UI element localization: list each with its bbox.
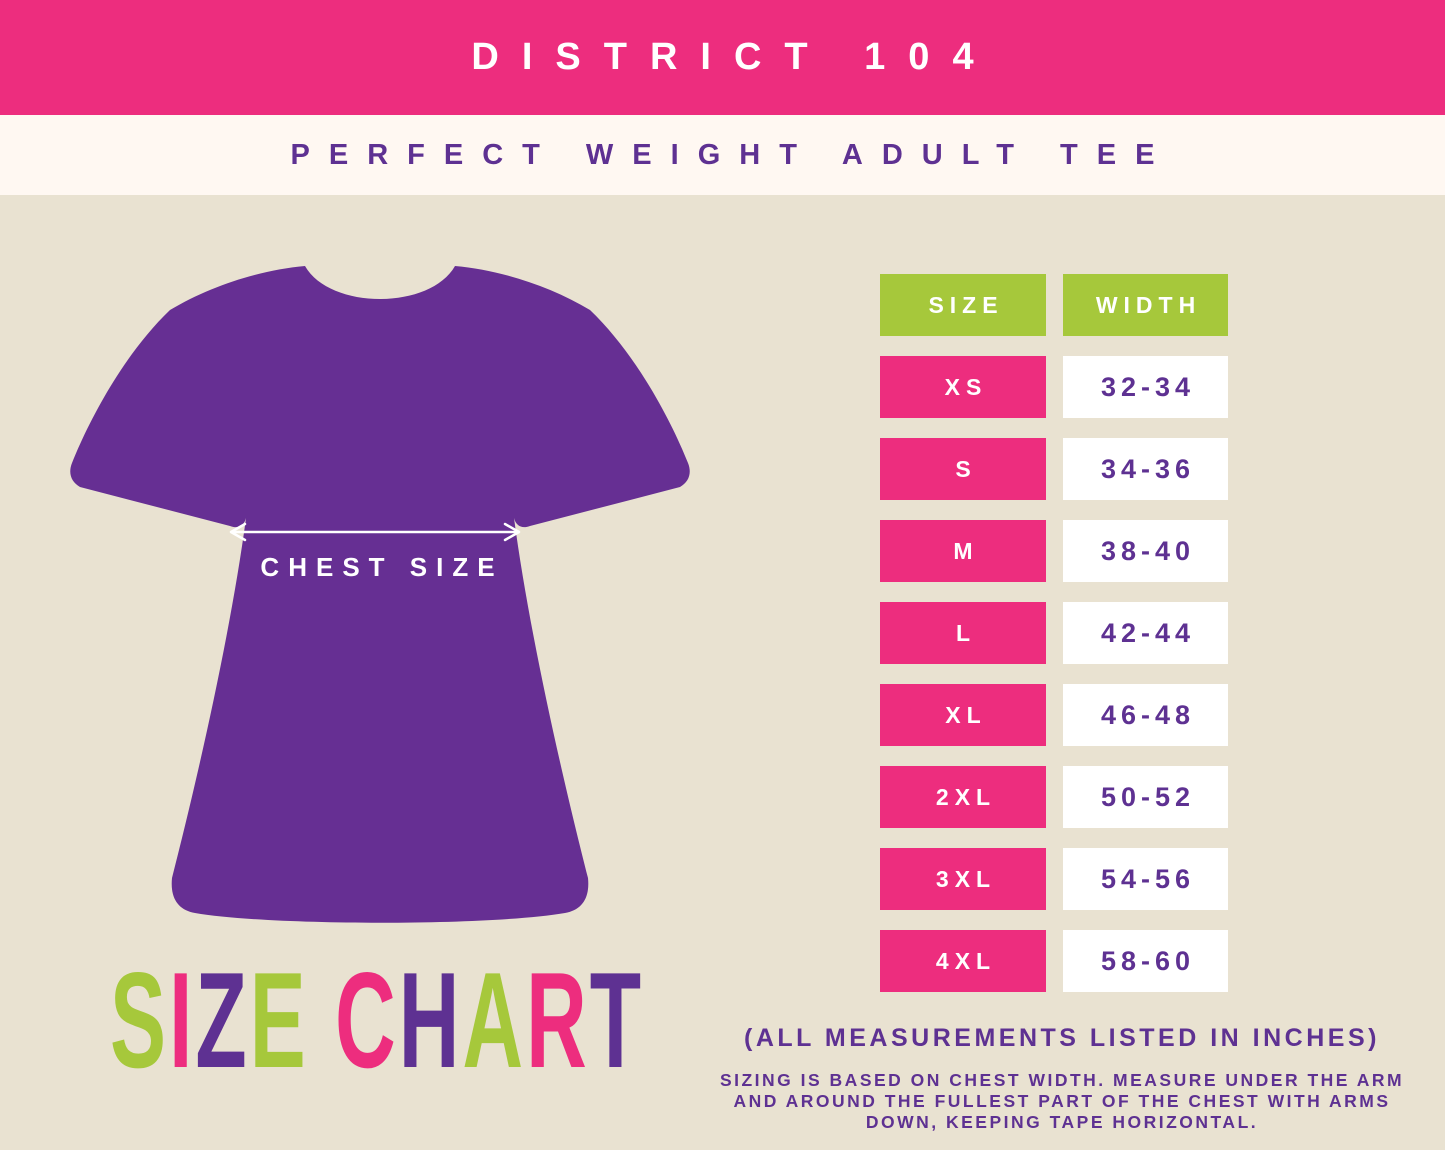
- title-letter: S: [110, 943, 170, 1097]
- table-row: 3XL 54-56: [880, 848, 1228, 910]
- title-letter: C: [335, 943, 399, 1097]
- subtitle-strip: PERFECT WEIGHT ADULT TEE: [0, 115, 1445, 195]
- size-cell: XS: [880, 356, 1046, 418]
- width-cell: 58-60: [1063, 930, 1228, 992]
- size-cell: S: [880, 438, 1046, 500]
- units-note: (ALL MEASUREMENTS LISTED IN INCHES): [744, 1024, 1380, 1052]
- size-cell: M: [880, 520, 1046, 582]
- table-row: 2XL 50-52: [880, 766, 1228, 828]
- table-row: S 34-36: [880, 438, 1228, 500]
- product-subtitle: PERFECT WEIGHT ADULT TEE: [290, 138, 1174, 171]
- size-cell: 4XL: [880, 930, 1046, 992]
- chest-size-label: CHEST SIZE: [260, 552, 503, 582]
- table-row: L 42-44: [880, 602, 1228, 664]
- sizing-instructions: SIZING IS BASED ON CHEST WIDTH. MEASURE …: [719, 1070, 1405, 1132]
- width-cell: 50-52: [1063, 766, 1228, 828]
- table-header-row: SIZE WIDTH: [880, 274, 1228, 336]
- size-cell: XL: [880, 684, 1046, 746]
- title-letter: E: [249, 943, 309, 1097]
- table-header-width: WIDTH: [1063, 274, 1228, 336]
- width-cell: 32-34: [1063, 356, 1228, 418]
- title-letter: H: [398, 943, 463, 1097]
- table-row: XL 46-48: [880, 684, 1228, 746]
- width-cell: 54-56: [1063, 848, 1228, 910]
- title-letter: T: [589, 943, 645, 1097]
- title-letter: R: [526, 943, 590, 1097]
- chest-arrow-icon: [229, 522, 521, 542]
- width-cell: 46-48: [1063, 684, 1228, 746]
- size-cell: 2XL: [880, 766, 1046, 828]
- size-cell: L: [880, 602, 1046, 664]
- width-cell: 38-40: [1063, 520, 1228, 582]
- banner-title: DISTRICT 104: [471, 36, 997, 78]
- table-row: XS 32-34: [880, 356, 1228, 418]
- width-cell: 34-36: [1063, 438, 1228, 500]
- title-letter: Z: [195, 943, 250, 1097]
- title-letter: [309, 952, 335, 1088]
- tshirt-icon: [70, 266, 690, 923]
- size-cell: 3XL: [880, 848, 1046, 910]
- size-table: SIZE WIDTH XS 32-34 S 34-36 M 38-40 L 42-44 XL 46…: [880, 274, 1228, 992]
- table-row: M 38-40: [880, 520, 1228, 582]
- header-banner: DISTRICT 104: [0, 0, 1445, 115]
- title-letter: A: [462, 943, 527, 1097]
- title-letter: I: [169, 943, 196, 1097]
- width-cell: 42-44: [1063, 602, 1228, 664]
- table-header-size: SIZE: [880, 274, 1046, 336]
- table-row: 4XL 58-60: [880, 930, 1228, 992]
- size-chart-title: SIZE CHART: [110, 952, 644, 1088]
- tshirt-graphic: CHEST SIZE: [70, 266, 690, 923]
